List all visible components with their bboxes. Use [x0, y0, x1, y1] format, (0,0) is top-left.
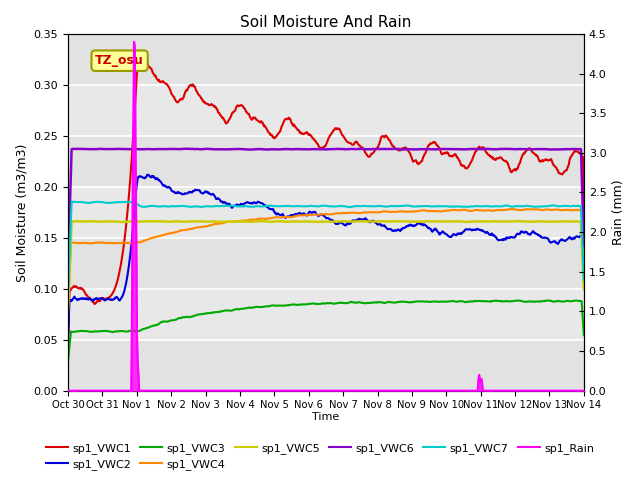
- Line: sp1_VWC5: sp1_VWC5: [68, 221, 584, 306]
- sp1_VWC1: [180, 95, 188, 100]
- Bar: [68, 238, 584, 289]
- Legend: sp1_VWC1, sp1_VWC2, sp1_VWC3, sp1_VWC4, sp1_VWC5, sp1_VWC6, sp1_VWC7, sp1_Rain: sp1_VWC1, sp1_VWC2, sp1_VWC3, sp1_VWC4, …: [41, 438, 599, 474]
- Y-axis label: Soil Moisture (m3/m3): Soil Moisture (m3/m3): [15, 143, 28, 281]
- sp1_VWC5: [74, 218, 81, 224]
- sp1_VWC1: [64, 339, 72, 345]
- sp1_VWC1: [207, 102, 214, 108]
- Line: sp1_VWC2: sp1_VWC2: [68, 175, 584, 345]
- sp1_VWC5: [403, 218, 411, 224]
- sp1_VWC1: [580, 213, 588, 219]
- sp1_VWC1: [127, 174, 134, 180]
- sp1_VWC2: [207, 192, 214, 197]
- sp1_VWC3: [206, 310, 214, 316]
- sp1_VWC5: [127, 218, 134, 224]
- sp1_VWC7: [69, 199, 77, 204]
- sp1_VWC4: [580, 274, 588, 280]
- sp1_VWC7: [404, 203, 412, 208]
- sp1_VWC5: [206, 219, 214, 225]
- sp1_VWC3: [74, 328, 81, 334]
- Line: sp1_VWC3: sp1_VWC3: [68, 300, 584, 361]
- Text: TZ_osu: TZ_osu: [95, 54, 144, 67]
- sp1_VWC1: [74, 285, 81, 290]
- sp1_VWC1: [389, 144, 397, 149]
- sp1_VWC6: [388, 146, 396, 152]
- sp1_VWC3: [64, 358, 72, 364]
- sp1_VWC6: [206, 146, 214, 152]
- sp1_VWC5: [388, 218, 396, 224]
- sp1_VWC4: [74, 240, 81, 246]
- sp1_VWC3: [492, 298, 500, 303]
- Bar: [68, 136, 584, 187]
- sp1_VWC7: [389, 204, 397, 209]
- sp1_Rain: [127, 388, 134, 394]
- sp1_VWC2: [144, 172, 152, 178]
- sp1_VWC6: [390, 146, 397, 152]
- sp1_VWC6: [580, 243, 588, 249]
- sp1_VWC4: [388, 209, 396, 215]
- sp1_Rain: [389, 388, 397, 394]
- sp1_VWC5: [580, 287, 588, 292]
- sp1_VWC6: [74, 146, 81, 152]
- sp1_VWC1: [140, 56, 147, 61]
- Bar: [68, 187, 584, 238]
- sp1_VWC1: [404, 148, 412, 154]
- sp1_Rain: [74, 388, 81, 394]
- sp1_VWC2: [74, 297, 81, 303]
- Bar: [68, 34, 584, 85]
- Title: Soil Moisture And Rain: Soil Moisture And Rain: [240, 15, 412, 30]
- sp1_VWC3: [388, 300, 396, 305]
- sp1_VWC3: [127, 328, 134, 334]
- sp1_VWC4: [508, 206, 515, 212]
- sp1_VWC7: [64, 293, 72, 299]
- sp1_Rain: [180, 388, 188, 394]
- sp1_Rain: [404, 388, 412, 394]
- X-axis label: Time: Time: [312, 412, 340, 422]
- sp1_Rain: [580, 388, 588, 394]
- sp1_VWC4: [403, 209, 411, 215]
- sp1_VWC7: [207, 204, 214, 209]
- Line: sp1_VWC6: sp1_VWC6: [68, 149, 584, 270]
- sp1_VWC7: [180, 203, 188, 209]
- sp1_VWC3: [580, 332, 588, 338]
- sp1_VWC2: [580, 271, 588, 277]
- sp1_Rain: [130, 39, 138, 45]
- sp1_VWC5: [64, 303, 72, 309]
- sp1_VWC2: [127, 251, 134, 256]
- Y-axis label: Rain (mm): Rain (mm): [612, 180, 625, 245]
- sp1_VWC7: [74, 199, 82, 205]
- Line: sp1_VWC7: sp1_VWC7: [68, 202, 584, 296]
- sp1_VWC3: [179, 314, 187, 320]
- sp1_VWC6: [64, 267, 72, 273]
- Bar: [68, 340, 584, 391]
- Line: sp1_VWC1: sp1_VWC1: [68, 59, 584, 342]
- sp1_VWC7: [127, 199, 135, 205]
- sp1_VWC4: [127, 240, 134, 246]
- sp1_VWC3: [403, 299, 411, 305]
- sp1_VWC2: [180, 191, 188, 197]
- sp1_VWC2: [389, 228, 397, 234]
- sp1_VWC4: [64, 314, 72, 320]
- sp1_VWC6: [127, 146, 134, 152]
- Bar: [68, 289, 584, 340]
- sp1_VWC2: [404, 223, 412, 228]
- sp1_VWC6: [404, 146, 412, 152]
- sp1_VWC4: [206, 223, 214, 228]
- Line: sp1_Rain: sp1_Rain: [68, 42, 584, 391]
- sp1_VWC7: [580, 277, 588, 283]
- sp1_VWC5: [179, 219, 187, 225]
- sp1_VWC5: [515, 218, 522, 224]
- sp1_VWC4: [179, 228, 187, 233]
- sp1_Rain: [207, 388, 214, 394]
- sp1_VWC2: [64, 342, 72, 348]
- Line: sp1_VWC4: sp1_VWC4: [68, 209, 584, 317]
- sp1_Rain: [64, 388, 72, 394]
- Bar: [68, 85, 584, 136]
- sp1_VWC6: [179, 146, 187, 152]
